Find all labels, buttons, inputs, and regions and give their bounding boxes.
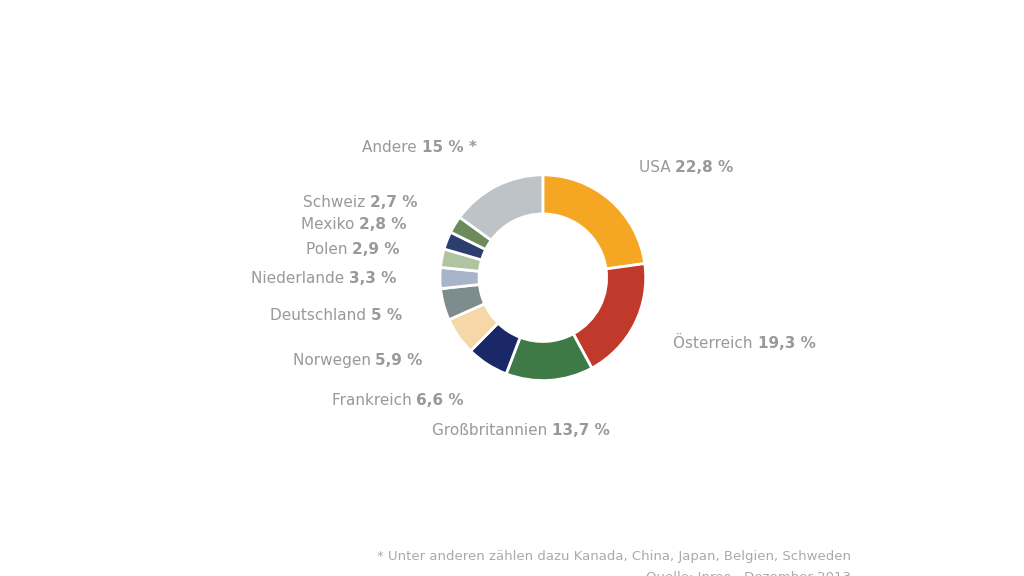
Text: Frankreich: Frankreich [332,393,416,408]
Text: 3,3 %: 3,3 % [349,271,397,286]
Wedge shape [460,175,543,240]
Text: Schweiz: Schweiz [303,195,371,210]
Text: 5 %: 5 % [371,308,401,323]
Text: Andere: Andere [362,140,422,155]
Wedge shape [573,264,646,368]
Text: USA: USA [639,160,675,175]
Text: * Unter anderen zählen dazu Kanada, China, Japan, Belgien, Schweden: * Unter anderen zählen dazu Kanada, Chin… [378,550,851,563]
Text: 5,9 %: 5,9 % [376,354,423,369]
Wedge shape [506,334,592,381]
Text: Polen: Polen [305,242,352,257]
Text: 13,7 %: 13,7 % [553,423,610,438]
Text: Großbritannien: Großbritannien [432,423,553,438]
Text: 2,8 %: 2,8 % [359,217,407,232]
Text: 19,3 %: 19,3 % [758,336,815,351]
Wedge shape [440,249,481,271]
Text: 6,6 %: 6,6 % [416,393,464,408]
Wedge shape [444,232,485,260]
Text: Quelle: Ipreo , Dezember 2013: Quelle: Ipreo , Dezember 2013 [646,571,851,576]
Text: 2,9 %: 2,9 % [352,242,399,257]
Wedge shape [440,285,484,320]
Text: Österreich: Österreich [673,336,758,351]
Text: Mexiko: Mexiko [301,217,359,232]
Text: Niederlande: Niederlande [251,271,349,286]
Wedge shape [451,217,492,249]
Wedge shape [440,267,479,289]
Text: 2,7 %: 2,7 % [371,195,418,210]
Wedge shape [543,175,645,269]
Text: 22,8 %: 22,8 % [675,160,733,175]
Wedge shape [471,323,520,374]
Wedge shape [449,304,498,351]
Text: 15 % *: 15 % * [422,140,476,155]
Text: Norwegen: Norwegen [293,354,376,369]
Text: Deutschland: Deutschland [270,308,371,323]
